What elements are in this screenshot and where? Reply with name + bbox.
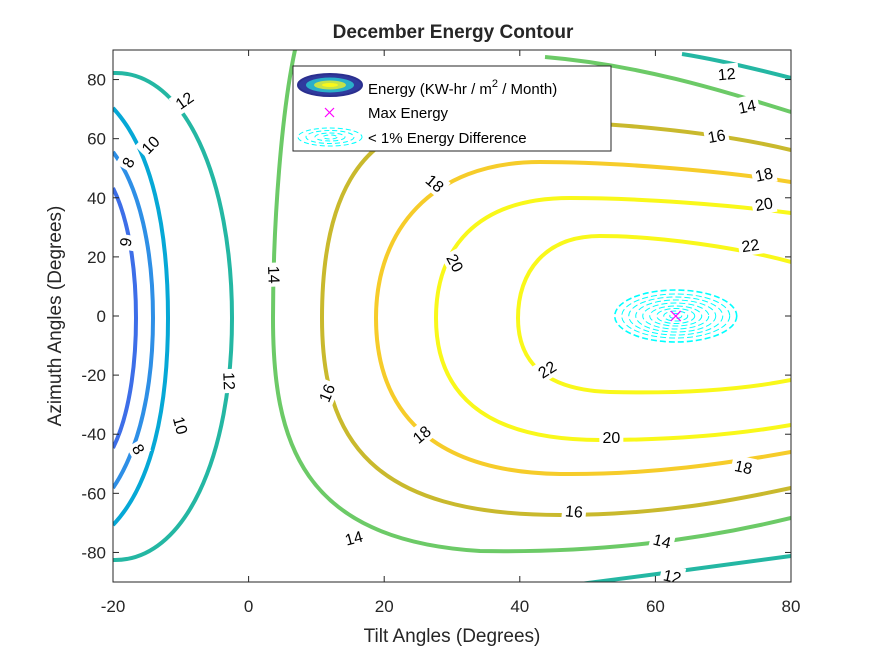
y-tick-label: 20 bbox=[87, 248, 106, 267]
contour-line-14 bbox=[270, 50, 791, 554]
max-energy-marker bbox=[670, 310, 682, 322]
svg-text:16: 16 bbox=[317, 382, 339, 405]
contour-label-22: 22 bbox=[737, 233, 764, 257]
x-axis-ticks: -20 0 20 40 60 80 bbox=[101, 50, 801, 616]
contour-label-12: 12 bbox=[658, 563, 687, 587]
y-tick-label: 0 bbox=[97, 307, 106, 326]
difference-ring bbox=[613, 289, 738, 343]
svg-text:20: 20 bbox=[442, 252, 465, 276]
contour-label-20: 20 bbox=[750, 191, 778, 216]
svg-text:22: 22 bbox=[536, 358, 560, 382]
contour-label-18: 18 bbox=[729, 454, 758, 480]
y-tick-label: 80 bbox=[87, 71, 106, 90]
svg-text:10: 10 bbox=[169, 415, 190, 437]
difference-ring bbox=[656, 308, 696, 324]
contour-label-16: 16 bbox=[561, 500, 587, 523]
contour-line-18 bbox=[373, 159, 791, 477]
contour-label-14: 14 bbox=[263, 262, 285, 287]
x-tick-label: 40 bbox=[510, 597, 529, 616]
svg-text:12: 12 bbox=[662, 567, 683, 587]
difference-ring bbox=[628, 296, 724, 336]
contour-line-12-upper bbox=[681, 52, 791, 80]
x-tick-label: 0 bbox=[244, 597, 253, 616]
legend-label-energy-difference: < 1% Energy Difference bbox=[368, 130, 527, 147]
contour-label-14: 14 bbox=[733, 93, 761, 119]
chart-title: December Energy Contour bbox=[333, 22, 574, 43]
contour-line-20 bbox=[433, 195, 791, 443]
contour-lines bbox=[113, 50, 791, 582]
contour-label-12: 12 bbox=[713, 62, 740, 85]
y-tick-label: 40 bbox=[87, 189, 106, 208]
y-axis-label: Azimuth Angles (Degrees) bbox=[45, 206, 66, 427]
contour-line-9 bbox=[113, 187, 139, 449]
svg-text:18: 18 bbox=[733, 458, 754, 478]
svg-text:9: 9 bbox=[118, 236, 136, 248]
legend: Energy (KW-hr / m2 / Month) Max Energy <… bbox=[292, 65, 612, 152]
x-tick-label: -20 bbox=[101, 597, 126, 616]
svg-text:14: 14 bbox=[264, 265, 282, 283]
svg-text:22: 22 bbox=[741, 237, 761, 256]
contour-label-22: 22 bbox=[531, 354, 563, 385]
svg-text:14: 14 bbox=[737, 97, 758, 117]
svg-text:20: 20 bbox=[602, 430, 620, 447]
contour-label-16: 16 bbox=[702, 123, 730, 148]
y-tick-label: 60 bbox=[87, 130, 106, 149]
contour-label-8: 8 bbox=[115, 150, 141, 174]
contour-label-10: 10 bbox=[168, 411, 194, 440]
legend-contour-swatch-icon bbox=[297, 73, 363, 97]
contour-label-9: 9 bbox=[114, 232, 137, 252]
contour-line-12-lower bbox=[579, 554, 791, 582]
y-tick-label: -60 bbox=[81, 484, 106, 503]
contour-label-16: 16 bbox=[312, 377, 341, 408]
y-tick-label: -80 bbox=[81, 543, 106, 562]
legend-x-marker-icon bbox=[324, 107, 335, 118]
y-tick-label: -40 bbox=[81, 425, 106, 444]
contour-line-22 bbox=[515, 233, 791, 395]
svg-text:16: 16 bbox=[706, 127, 727, 147]
max-marker-stroke bbox=[670, 310, 682, 322]
one-percent-difference-region bbox=[613, 289, 738, 343]
svg-text:20: 20 bbox=[754, 195, 775, 215]
difference-ring bbox=[642, 302, 710, 330]
x-tick-label: 80 bbox=[782, 597, 801, 616]
contour-line-10 bbox=[113, 106, 171, 527]
x-axis-label: Tilt Angles (Degrees) bbox=[364, 626, 541, 647]
contour-label-14: 14 bbox=[339, 524, 368, 551]
legend-label-energy: Energy (KW-hr / m2 / Month) bbox=[368, 78, 557, 98]
svg-text:16: 16 bbox=[564, 503, 583, 521]
contour-label-8: 8 bbox=[126, 437, 152, 461]
difference-ring bbox=[621, 293, 731, 339]
contour-label-12: 12 bbox=[219, 368, 241, 394]
contour-label-18: 18 bbox=[750, 161, 778, 187]
x-tick-label: 60 bbox=[646, 597, 665, 616]
y-tick-label: -20 bbox=[81, 366, 106, 385]
svg-text:12: 12 bbox=[717, 66, 736, 84]
legend-dashed-region-icon bbox=[297, 127, 363, 147]
contour-line-14-upper bbox=[544, 55, 791, 114]
svg-text:14: 14 bbox=[651, 532, 672, 553]
difference-ring bbox=[669, 313, 683, 319]
y-axis-ticks: -80 -60 -40 -20 0 20 40 60 80 bbox=[81, 71, 791, 562]
difference-ring bbox=[663, 310, 689, 322]
svg-text:12: 12 bbox=[219, 372, 237, 390]
contour-label-20: 20 bbox=[599, 427, 624, 448]
legend-label-max-energy: Max Energy bbox=[368, 105, 449, 122]
contour-label-20: 20 bbox=[440, 247, 470, 279]
difference-ring bbox=[635, 299, 717, 333]
x-tick-label: 20 bbox=[375, 597, 394, 616]
svg-text:14: 14 bbox=[343, 529, 365, 550]
difference-ring bbox=[649, 305, 703, 327]
contour-label-14: 14 bbox=[648, 528, 677, 554]
svg-text:18: 18 bbox=[754, 165, 775, 185]
